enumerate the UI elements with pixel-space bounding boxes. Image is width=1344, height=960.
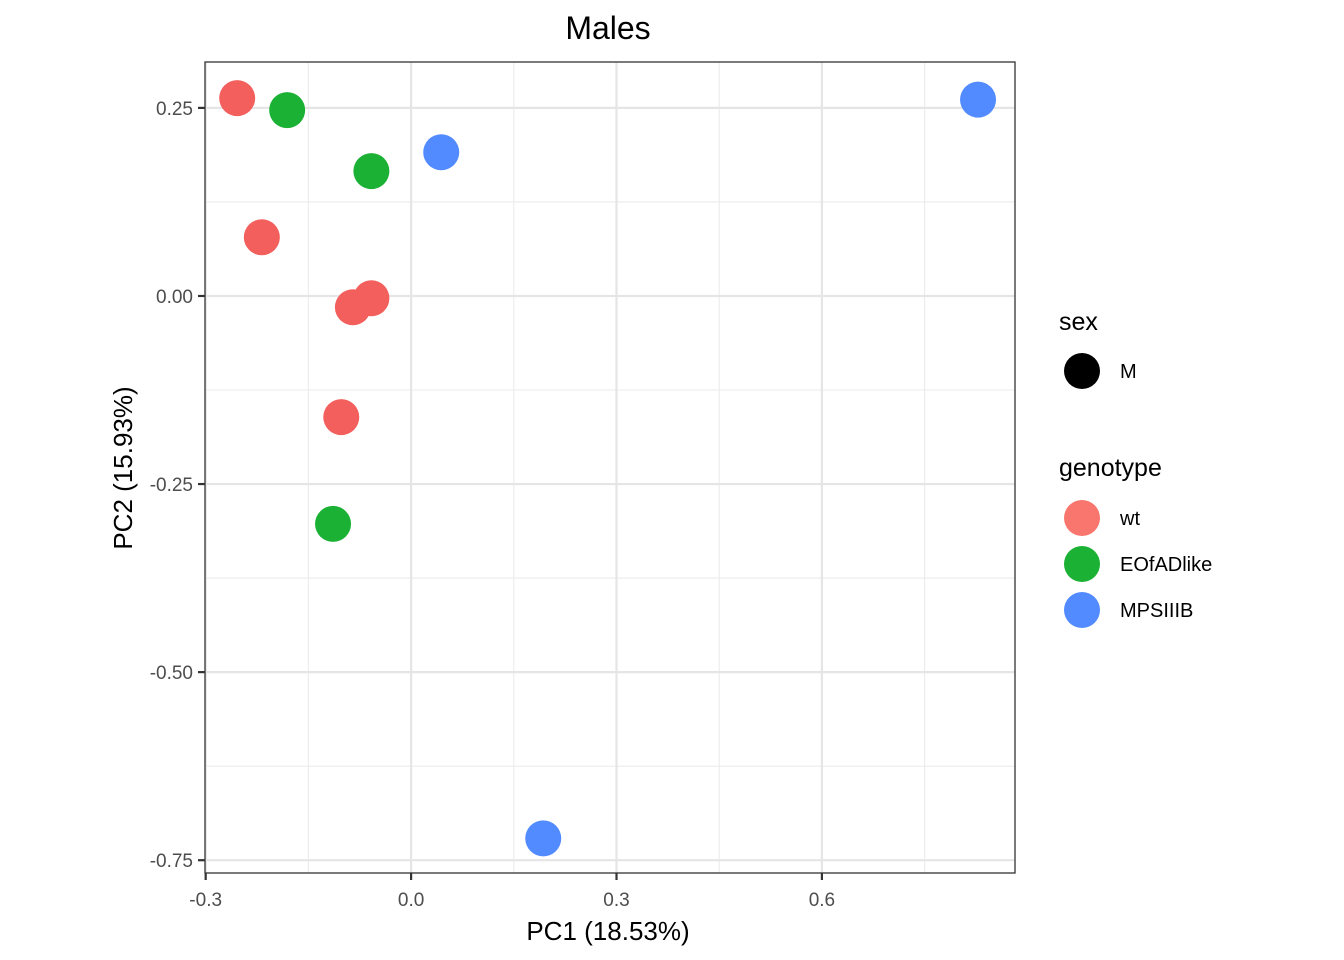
data-point-wt [243,219,280,256]
y-tick-label: -0.25 [150,475,193,496]
plot-panel-border [204,61,1016,874]
data-point-EOfADlike [315,505,352,542]
data-point-wt [219,80,256,117]
x-tick-label: 0.0 [398,890,424,911]
data-point-MPSIIIB [525,820,562,857]
legend-key-genotype [1064,546,1100,582]
data-point-EOfADlike [269,92,306,129]
y-tick-label: -0.50 [150,663,193,684]
legend-key-genotype [1064,500,1100,536]
legend-title-sex: sex [1059,308,1098,336]
x-tick-label: -0.3 [189,890,222,911]
y-axis-ticks: 0.25 0.00 -0.25 -0.50 -0.75 [150,99,205,872]
data-point-wt [323,399,360,436]
data-points [219,80,997,857]
plot-panel-bg [205,62,1015,873]
y-tick-label: 0.25 [156,99,193,120]
y-tick-label: 0.00 [156,287,193,308]
y-axis-label: PC2 (15.93%) [108,386,138,549]
x-tick-label: 0.6 [809,890,835,911]
data-point-EOfADlike [353,153,390,190]
data-point-wt [334,289,371,326]
x-tick-label: 0.3 [603,890,629,911]
legend-key-sex [1064,353,1100,389]
legend-label-genotype: EOfADlike [1120,554,1212,576]
data-point-MPSIIIB [960,81,997,118]
y-tick-label: -0.75 [150,851,193,872]
legend-key-genotype [1064,592,1100,628]
x-axis-ticks: -0.3 0.0 0.3 0.6 [189,873,835,911]
legend-label-genotype: MPSIIIB [1120,600,1193,622]
x-axis-label: PC1 (18.53%) [526,916,689,946]
legend-title-genotype: genotype [1059,454,1162,482]
minor-gridlines [205,62,1015,873]
chart-title: Males [565,10,650,46]
legend-label-genotype: wt [1119,508,1140,530]
legend-label-sex: M [1120,361,1137,383]
data-point-MPSIIIB [423,134,460,171]
